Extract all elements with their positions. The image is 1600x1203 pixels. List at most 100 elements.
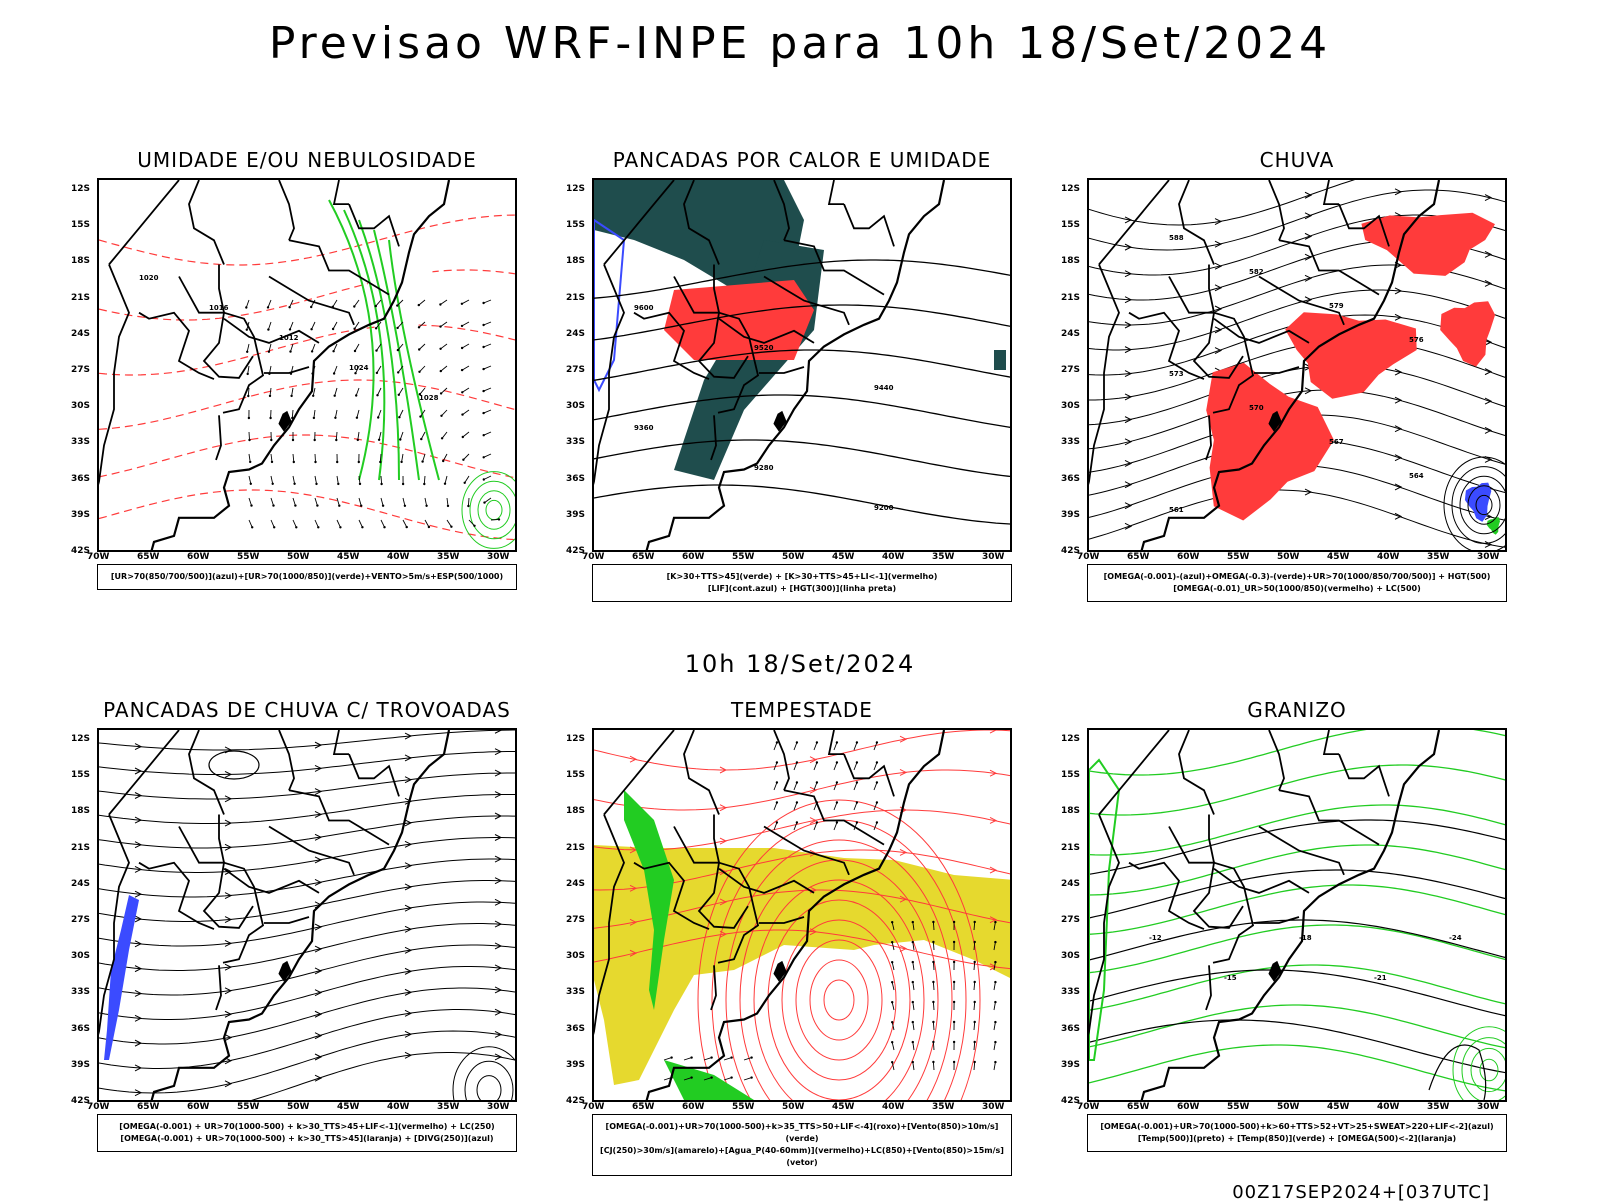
latitude-tick-label: 21S xyxy=(566,843,585,853)
wind-vector-head xyxy=(439,348,441,350)
wind-vector-head xyxy=(418,371,420,373)
wind-vector xyxy=(974,1042,975,1050)
wind-vector xyxy=(484,366,491,369)
wind-vector-head xyxy=(246,351,248,353)
wind-vector-head xyxy=(294,504,296,506)
wind-vector xyxy=(337,476,338,484)
panel-title: PANCADAS POR CALOR E UMIDADE xyxy=(592,148,1012,172)
wind-vector xyxy=(293,520,296,527)
longitude-tick-label: 45W xyxy=(337,552,359,562)
streamline xyxy=(99,795,517,824)
longitude-tick-label: 35W xyxy=(437,1102,459,1112)
longitude-tick-label: 30W xyxy=(487,552,509,562)
wind-vector-head xyxy=(357,439,359,441)
legend-line: [Temp(500)](preto) + [Temp(850)](verde) … xyxy=(1092,1133,1502,1145)
country-border xyxy=(844,754,894,796)
streamline xyxy=(99,859,517,897)
humidity-contour xyxy=(486,500,502,519)
wind-vector xyxy=(974,1062,975,1070)
longitude-tick-label: 60W xyxy=(1177,552,1199,562)
wind-vector-head xyxy=(483,456,485,458)
longitude-tick-label: 45W xyxy=(832,1102,854,1112)
wind-vector xyxy=(994,982,995,990)
latitude-tick-label: 30S xyxy=(566,951,585,961)
wind-vector-head xyxy=(334,417,336,419)
country-border xyxy=(224,869,319,893)
country-border xyxy=(99,265,129,553)
wind-vector-head xyxy=(339,526,341,528)
wind-vector-head xyxy=(267,328,269,330)
wind-vector xyxy=(794,783,797,791)
latitude-tick-label: 33S xyxy=(71,437,90,447)
wind-vector xyxy=(794,743,797,751)
wind-vector xyxy=(834,743,837,751)
wind-vector xyxy=(336,432,337,440)
wind-vector xyxy=(933,1062,934,1070)
wind-vector xyxy=(874,783,877,791)
contour-label: 1016 xyxy=(209,304,229,312)
latitude-tick-label: 24S xyxy=(1061,329,1080,339)
country-border xyxy=(279,730,294,790)
page-title: Previsao WRF-INPE para 10h 18/Set/2024 xyxy=(0,18,1600,69)
wind-vector-head xyxy=(836,801,838,803)
legend-line: [OMEGA(-0.001) + UR>70(1000-500) + k>30_… xyxy=(102,1133,512,1145)
wind-vector xyxy=(359,498,361,506)
wind-vector-head xyxy=(419,415,421,417)
wind-vector-head xyxy=(461,325,463,327)
wind-vector-head xyxy=(953,941,955,943)
wind-vector xyxy=(378,410,381,418)
wind-vector xyxy=(315,520,318,527)
latitude-tick-label: 39S xyxy=(566,510,585,520)
wind-vector-head xyxy=(932,1061,934,1063)
wind-vector-head xyxy=(953,1021,955,1023)
wind-vector-head xyxy=(891,921,893,923)
country-border xyxy=(784,790,884,844)
longitude-tick-label: 40W xyxy=(882,552,904,562)
wind-vector-head xyxy=(891,961,893,963)
wind-vector-head xyxy=(353,305,355,307)
wind-vector-head xyxy=(836,761,838,763)
wind-vector-head xyxy=(423,483,425,485)
longitude-tick-label: 55W xyxy=(732,552,754,562)
wind-vector-head xyxy=(404,505,406,507)
latitude-tick-label: 21S xyxy=(1061,293,1080,303)
longitude-tick-label: 50W xyxy=(287,552,309,562)
latitude-tick-label: 36S xyxy=(1061,474,1080,484)
latitude-tick-label: 39S xyxy=(566,1060,585,1070)
wind-vector xyxy=(335,388,337,396)
latitude-tick-label: 24S xyxy=(71,879,90,889)
wind-vector xyxy=(462,366,469,370)
wind-vector-head xyxy=(796,741,798,743)
wind-vector-head xyxy=(856,781,858,783)
wind-vector-head xyxy=(375,305,377,307)
wind-vector-head xyxy=(932,961,934,963)
longitude-tick-label: 55W xyxy=(237,1102,259,1112)
wind-vector xyxy=(468,498,469,506)
wind-vector-head xyxy=(336,461,338,463)
country-border xyxy=(1269,180,1284,240)
contour-label: 1024 xyxy=(349,364,369,372)
longitude-tick-label: 70W xyxy=(1077,552,1099,562)
longitude-tick-label: 50W xyxy=(1277,552,1299,562)
wind-vector xyxy=(249,498,252,506)
legend-line: [OMEGA(-0.01)_UR>50(1000/850)(vermelho) … xyxy=(1092,583,1502,595)
latitude-tick-label: 36S xyxy=(71,474,90,484)
wind-vector-head xyxy=(440,370,442,372)
wind-vector-head xyxy=(483,478,485,480)
wind-vector xyxy=(874,763,877,771)
wind-vector xyxy=(874,823,877,831)
wind-vector-head xyxy=(316,504,318,506)
wind-vector-head xyxy=(891,981,893,983)
wind-vector-head xyxy=(248,439,250,441)
wind-vector xyxy=(354,300,359,307)
country-border xyxy=(189,730,224,815)
wind-vector-head xyxy=(382,505,384,507)
wind-vector-head xyxy=(337,483,339,485)
country-border xyxy=(844,204,894,246)
wind-vector-head xyxy=(245,306,247,308)
wind-vector-head xyxy=(249,461,251,463)
wind-vector xyxy=(403,498,405,506)
wind-vector-head xyxy=(444,483,446,485)
latitude-tick-label: 27S xyxy=(71,915,90,925)
contour-label: 9600 xyxy=(634,304,654,312)
